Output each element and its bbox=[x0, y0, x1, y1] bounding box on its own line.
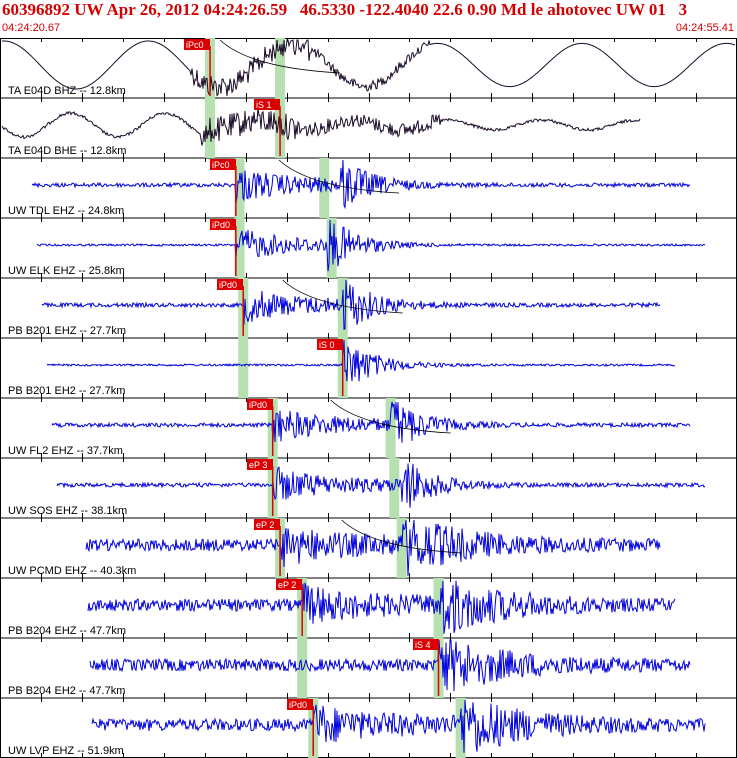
pick-label: iPc0 bbox=[186, 40, 204, 50]
waveform bbox=[1, 107, 641, 146]
pick-window bbox=[396, 518, 407, 578]
station-label: UW PCMD EHZ -- 40.3km bbox=[8, 565, 136, 577]
pick-window bbox=[319, 158, 330, 218]
arrival-curve bbox=[341, 519, 462, 554]
trace-panel[interactable]: eP 2 PB B204 EHZ -- 47.7km bbox=[0, 578, 737, 639]
arrival-curve bbox=[219, 39, 341, 74]
waveform bbox=[41, 279, 661, 330]
pick-label: iS 0 bbox=[319, 340, 335, 350]
pick-box[interactable] bbox=[254, 519, 280, 530]
station-label: UW FL2 EHZ -- 37.7km bbox=[8, 445, 123, 457]
pick-window bbox=[238, 338, 249, 398]
trace-panel[interactable]: eP 2 UW PCMD EHZ -- 40.3km bbox=[0, 518, 737, 579]
pick-window bbox=[326, 218, 337, 278]
pick-box[interactable] bbox=[413, 639, 439, 650]
pick-window bbox=[385, 398, 396, 458]
waveform bbox=[56, 463, 706, 508]
pick-box[interactable] bbox=[217, 279, 243, 290]
header: 60396892 UW Apr 26, 2012 04:24:26.59 46.… bbox=[0, 0, 737, 38]
pick-box[interactable] bbox=[317, 339, 343, 350]
waveform bbox=[91, 699, 706, 753]
trace-panel[interactable]: iPd0 PB B201 EHZ -- 27.7km bbox=[0, 278, 737, 339]
trace-panel[interactable]: iPd0 UW ELK EHZ -- 25.8km bbox=[0, 218, 737, 279]
station-label: UW SOS EHZ -- 38.1km bbox=[8, 505, 127, 517]
pick-box[interactable] bbox=[184, 39, 210, 50]
station-label: TA E04D BHE -- 12.8km bbox=[8, 145, 126, 157]
start-time: 04:24:20.67 bbox=[2, 22, 61, 34]
pick-label: iPd0 bbox=[212, 220, 230, 230]
pick-label: iPd0 bbox=[289, 700, 307, 710]
pick-label: eP 3 bbox=[249, 460, 267, 470]
waveform bbox=[85, 519, 661, 577]
waveform bbox=[87, 580, 676, 634]
trace-panel[interactable]: iPc0 UW TDL EHZ -- 24.8km bbox=[0, 158, 737, 219]
pick-window bbox=[433, 578, 444, 638]
trace-panel[interactable]: iPd0 UW FL2 EHZ -- 37.7km bbox=[0, 398, 737, 459]
pick-label: iS 4 bbox=[415, 640, 431, 650]
pick-box[interactable] bbox=[287, 699, 313, 710]
waveform bbox=[1, 39, 736, 97]
pick-label: eP 2 bbox=[278, 580, 296, 590]
arrival-curve bbox=[282, 279, 403, 314]
end-time: 04:24:55.41 bbox=[675, 22, 734, 34]
station-label: UW LVP EHZ -- 51.9km bbox=[8, 745, 124, 757]
station-label: UW ELK EHZ -- 25.8km bbox=[8, 265, 125, 277]
arrival-curve bbox=[278, 159, 400, 194]
seismogram-plot[interactable]: iPc0 TA E04D BHZ -- 12.8km iS 1 TA E04D BHE… bbox=[0, 38, 737, 758]
pick-window bbox=[275, 38, 286, 98]
station-label: UW TDL EHZ -- 24.8km bbox=[8, 205, 124, 217]
pick-label: eP 2 bbox=[256, 520, 274, 530]
pick-label: iPd0 bbox=[249, 400, 267, 410]
pick-box[interactable] bbox=[210, 219, 236, 230]
arrival-curve bbox=[330, 399, 451, 434]
pick-box[interactable] bbox=[210, 159, 236, 170]
waveform bbox=[51, 401, 691, 443]
waveform bbox=[36, 219, 706, 272]
pick-box[interactable] bbox=[247, 399, 273, 410]
pick-window bbox=[234, 158, 245, 218]
pick-window bbox=[234, 218, 245, 278]
station-label: PB B201 EHZ -- 27.7km bbox=[8, 325, 126, 337]
waveform bbox=[31, 159, 691, 210]
trace-panel[interactable]: eP 3 UW SOS EHZ -- 38.1km bbox=[0, 458, 737, 519]
station-label: PB B204 EH2 -- 47.7km bbox=[8, 685, 125, 697]
station-label: TA E04D BHZ -- 12.8km bbox=[8, 85, 126, 97]
waveform bbox=[46, 339, 676, 382]
event-title: 60396892 UW Apr 26, 2012 04:24:26.59 46.… bbox=[2, 0, 688, 19]
trace-panel[interactable]: iS 1 TA E04D BHE -- 12.8km bbox=[0, 98, 737, 159]
pick-box[interactable] bbox=[276, 579, 302, 590]
pick-label: iS 1 bbox=[256, 100, 272, 110]
pick-box[interactable] bbox=[247, 459, 273, 470]
trace-panel[interactable]: iPd0 UW LVP EHZ -- 51.9km bbox=[0, 698, 737, 758]
pick-label: iPd0 bbox=[219, 280, 237, 290]
station-label: PB B204 EHZ -- 47.7km bbox=[8, 625, 126, 637]
pick-label: iPc0 bbox=[212, 160, 230, 170]
station-label: PB B201 EH2 -- 27.7km bbox=[8, 385, 125, 397]
pick-window bbox=[337, 278, 348, 338]
pick-box[interactable] bbox=[254, 99, 280, 110]
waveform bbox=[89, 639, 691, 692]
pick-window bbox=[455, 698, 466, 758]
